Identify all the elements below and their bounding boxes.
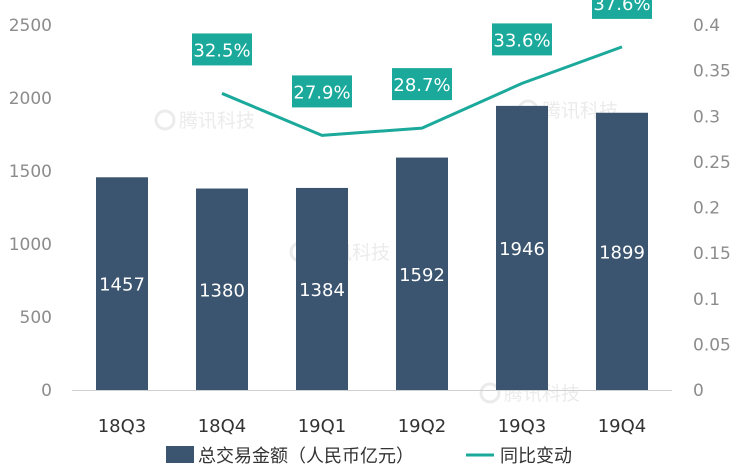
category-label: 18Q4	[198, 416, 247, 437]
bar-labels: 1457 1380 1384 1592 1946 1899	[99, 239, 645, 301]
line-label-box	[392, 68, 452, 101]
line-value-label: 33.6%	[493, 30, 550, 51]
bars	[96, 105, 648, 390]
right-axis-ticks: 0 0.05 0.1 0.15 0.2 0.25 0.3 0.35 0.4	[693, 16, 731, 401]
line-label-19Q4: 37.6%	[592, 0, 652, 19]
legend-bar-swatch	[166, 446, 194, 463]
left-tick-label: 2000	[9, 89, 52, 109]
category-label: 19Q4	[598, 416, 647, 437]
line-label-box	[292, 75, 352, 108]
category-label: 18Q3	[98, 416, 147, 437]
line-label-19Q1: 27.9%	[292, 75, 352, 108]
line-label-box	[192, 33, 252, 66]
right-tick-label: 0.15	[693, 244, 731, 264]
line-labels: 32.5% 27.9% 28.7% 33.6% 37.6%	[192, 0, 652, 108]
legend-item-bar: 总交易金额（人民币亿元）	[166, 446, 414, 467]
bar-value-label: 1380	[199, 280, 245, 301]
left-tick-label: 2500	[9, 16, 52, 36]
legend-item-line: 同比变动	[466, 446, 572, 467]
watermark-0: 腾讯科技	[154, 109, 255, 132]
right-tick-label: 0.4	[693, 16, 720, 36]
left-tick-label: 0	[41, 381, 52, 401]
right-tick-label: 0	[693, 381, 704, 401]
legend-line-label: 同比变动	[500, 446, 572, 467]
right-tick-label: 0.05	[693, 335, 731, 355]
yoy-line-path	[221, 45, 623, 137]
bar-19Q1	[296, 187, 348, 390]
bar-19Q4	[596, 112, 648, 390]
bar-19Q3	[496, 105, 548, 390]
bar-value-label: 1457	[99, 275, 145, 296]
left-tick-label: 1000	[9, 235, 52, 255]
right-tick-label: 0.25	[693, 153, 731, 173]
left-tick-label: 500	[20, 308, 52, 328]
line-label-box	[592, 0, 652, 19]
line-value-label: 27.9%	[293, 82, 350, 103]
line-label-box	[492, 23, 552, 56]
legend-bar-label: 总交易金额（人民币亿元）	[198, 446, 414, 467]
category-label: 19Q3	[498, 416, 547, 437]
line-label-18Q4: 32.5%	[192, 33, 252, 66]
watermark-text: 腾讯科技	[179, 110, 255, 132]
line-label-19Q3: 33.6%	[492, 23, 552, 56]
bar-value-label: 1592	[399, 265, 445, 286]
bar-18Q4	[196, 188, 248, 390]
watermark-logo-icon	[479, 382, 501, 404]
line-label-19Q2: 28.7%	[392, 68, 452, 101]
category-label: 19Q1	[298, 416, 347, 437]
line-value-label: 28.7%	[393, 75, 450, 96]
right-tick-label: 0.35	[693, 62, 731, 82]
bar-19Q2	[396, 157, 448, 390]
left-tick-label: 1500	[9, 162, 52, 182]
bar-18Q3	[96, 177, 148, 390]
category-labels: 18Q3 18Q4 19Q1 19Q2 19Q3 19Q4	[98, 416, 647, 437]
watermark-logo-icon	[154, 109, 176, 131]
yoy-line	[221, 45, 623, 137]
category-label: 19Q2	[398, 416, 447, 437]
line-value-label: 32.5%	[193, 40, 250, 61]
bar-value-label: 1899	[599, 242, 645, 263]
bar-value-label: 1384	[299, 280, 345, 301]
bar-value-label: 1946	[499, 239, 545, 260]
right-tick-label: 0.3	[693, 107, 720, 127]
right-tick-label: 0.2	[693, 199, 720, 219]
right-tick-label: 0.1	[693, 290, 720, 310]
left-axis-ticks: 0 500 1000 1500 2000 2500	[9, 16, 52, 401]
legend: 总交易金额（人民币亿元） 同比变动	[166, 446, 572, 467]
line-value-label: 37.6%	[593, 0, 650, 15]
